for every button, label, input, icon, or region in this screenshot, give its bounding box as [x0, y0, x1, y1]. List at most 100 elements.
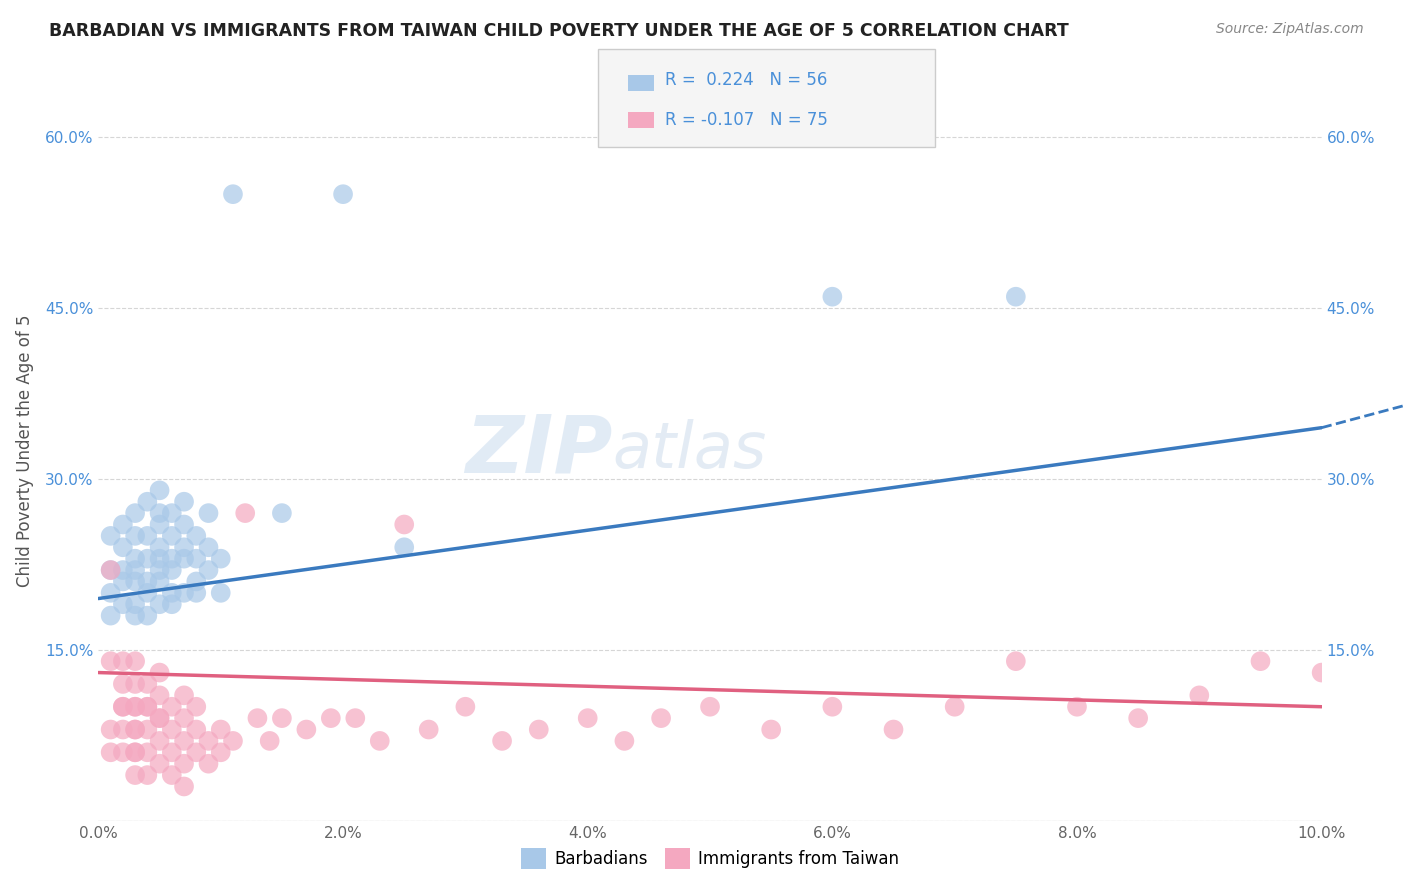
Point: [344, 711, 367, 725]
Point: [111, 745, 134, 759]
Point: [160, 597, 183, 611]
Point: [160, 586, 183, 600]
Point: [111, 723, 134, 737]
Point: [100, 529, 122, 543]
Point: [173, 541, 195, 555]
Point: [111, 517, 134, 532]
Point: [943, 699, 966, 714]
Point: [124, 563, 146, 577]
Point: [149, 756, 172, 771]
Point: [111, 563, 134, 577]
Point: [100, 608, 122, 623]
Point: [418, 723, 440, 737]
Point: [124, 654, 146, 668]
Point: [136, 677, 159, 691]
Point: [124, 608, 146, 623]
Point: [454, 699, 477, 714]
Point: [883, 723, 905, 737]
Point: [136, 699, 159, 714]
Point: [149, 506, 172, 520]
Point: [173, 711, 195, 725]
Point: [124, 699, 146, 714]
Point: [160, 723, 183, 737]
Point: [111, 699, 134, 714]
Point: [259, 734, 281, 748]
Point: [160, 768, 183, 782]
Point: [124, 506, 146, 520]
Point: [821, 699, 844, 714]
Point: [111, 597, 134, 611]
Point: [650, 711, 672, 725]
Point: [173, 756, 195, 771]
Point: [124, 551, 146, 566]
Point: [149, 711, 172, 725]
Point: [197, 734, 219, 748]
Point: [149, 665, 172, 680]
Point: [209, 723, 232, 737]
Point: [173, 586, 195, 600]
Point: [821, 290, 844, 304]
Point: [186, 745, 208, 759]
Text: R =  0.224   N = 56: R = 0.224 N = 56: [665, 70, 827, 89]
Point: [186, 529, 208, 543]
Point: [392, 517, 416, 532]
Point: [759, 723, 782, 737]
Point: [160, 529, 183, 543]
Text: ZIP: ZIP: [465, 411, 612, 490]
Point: [613, 734, 636, 748]
Point: [319, 711, 342, 725]
Point: [100, 563, 122, 577]
Point: [173, 551, 195, 566]
Point: [124, 574, 146, 589]
Point: [149, 597, 172, 611]
Point: [136, 529, 159, 543]
Point: [197, 506, 219, 520]
Point: [149, 483, 172, 498]
Point: [209, 586, 232, 600]
Point: [111, 541, 134, 555]
Point: [111, 654, 134, 668]
Point: [160, 699, 183, 714]
Point: [1004, 654, 1026, 668]
Point: [149, 517, 172, 532]
Point: [368, 734, 391, 748]
Point: [111, 574, 134, 589]
Text: R = -0.107   N = 75: R = -0.107 N = 75: [665, 111, 828, 128]
Point: [332, 187, 354, 202]
Point: [136, 723, 159, 737]
Point: [160, 506, 183, 520]
Point: [160, 563, 183, 577]
Point: [124, 597, 146, 611]
Point: [149, 689, 172, 703]
Point: [197, 563, 219, 577]
Point: [124, 699, 146, 714]
Point: [100, 563, 122, 577]
Text: BARBADIAN VS IMMIGRANTS FROM TAIWAN CHILD POVERTY UNDER THE AGE OF 5 CORRELATION: BARBADIAN VS IMMIGRANTS FROM TAIWAN CHIL…: [49, 22, 1069, 40]
Point: [136, 768, 159, 782]
Point: [295, 723, 318, 737]
Point: [124, 768, 146, 782]
Point: [124, 529, 146, 543]
Point: [222, 734, 245, 748]
Point: [149, 551, 172, 566]
Point: [100, 723, 122, 737]
Text: Source: ZipAtlas.com: Source: ZipAtlas.com: [1216, 22, 1364, 37]
Point: [576, 711, 599, 725]
Point: [124, 723, 146, 737]
Point: [186, 574, 208, 589]
Point: [111, 677, 134, 691]
Point: [100, 586, 122, 600]
Point: [222, 187, 245, 202]
Point: [491, 734, 513, 748]
Point: [173, 734, 195, 748]
Point: [392, 541, 416, 555]
Point: [100, 745, 122, 759]
Point: [197, 541, 219, 555]
Point: [1310, 665, 1333, 680]
Point: [149, 711, 172, 725]
Point: [1066, 699, 1088, 714]
Point: [160, 745, 183, 759]
Point: [136, 551, 159, 566]
Point: [160, 551, 183, 566]
Point: [124, 745, 146, 759]
